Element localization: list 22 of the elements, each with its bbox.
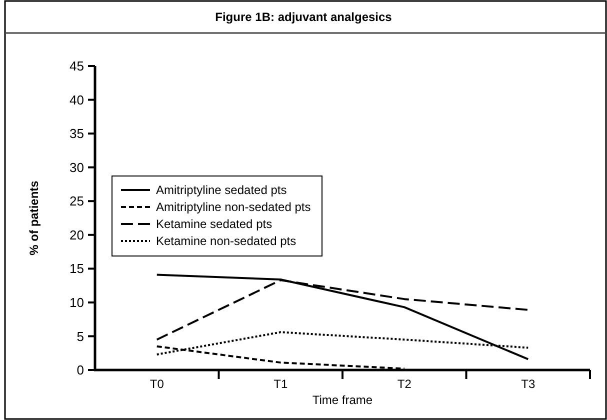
legend-label: Ketamine non-sedated pts [156, 234, 296, 248]
x-tick-label: T3 [521, 377, 536, 391]
y-tick-label: 10 [70, 294, 84, 310]
x-tick-label: T2 [397, 377, 412, 391]
x-tick-label: T1 [274, 377, 288, 391]
legend-label: Amitriptyline sedated pts [156, 183, 287, 198]
line-series [156, 274, 530, 360]
y-tick-label: 30 [70, 160, 84, 175]
x-axis-title: Time frame [312, 393, 373, 407]
legend-label: Amitriptyline non-sedated pts [156, 200, 311, 214]
y-tick-label: 40 [70, 92, 84, 108]
y-tick-label: 5 [76, 328, 84, 344]
chart-title: Figure 1B: adjuvant analgesics [215, 10, 392, 24]
y-tick-label: 20 [70, 227, 84, 242]
y-tick-label: 35 [70, 126, 84, 142]
x-tick-label: T0 [150, 377, 164, 391]
legend-label: Ketamine sedated pts [156, 217, 272, 232]
y-tick-label: 45 [70, 58, 84, 74]
y-axis-title: % of patients [27, 180, 41, 256]
y-tick-label: 15 [70, 261, 84, 276]
y-tick-label: 25 [70, 194, 84, 209]
y-tick-label: 0 [76, 362, 84, 378]
